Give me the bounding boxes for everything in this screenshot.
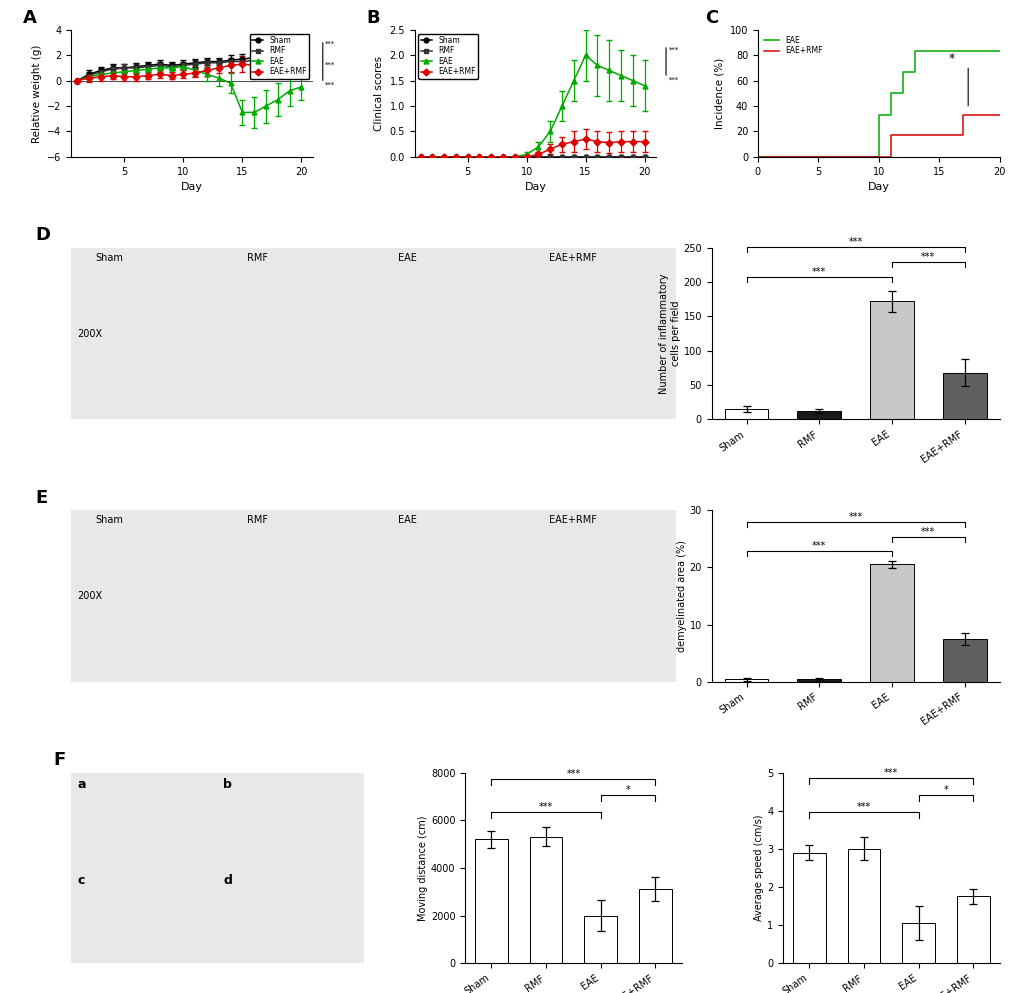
Text: c: c bbox=[77, 874, 85, 887]
Text: A: A bbox=[23, 10, 37, 28]
Text: RMF: RMF bbox=[247, 515, 267, 525]
Bar bbox=[792, 853, 825, 963]
Bar bbox=[902, 923, 934, 963]
Text: EAE+RMF: EAE+RMF bbox=[548, 253, 596, 263]
Bar bbox=[529, 837, 561, 963]
Bar bbox=[475, 839, 507, 963]
Text: d: d bbox=[223, 874, 232, 887]
Bar bbox=[847, 849, 879, 963]
Bar bbox=[942, 372, 985, 419]
Text: ***: *** bbox=[667, 47, 678, 53]
Bar bbox=[725, 679, 767, 682]
Text: ***: *** bbox=[848, 236, 862, 246]
Y-axis label: Relative weight (g): Relative weight (g) bbox=[32, 44, 42, 143]
Bar bbox=[797, 411, 841, 419]
Text: B: B bbox=[366, 10, 379, 28]
Text: b: b bbox=[223, 779, 232, 791]
Text: ***: *** bbox=[848, 512, 862, 522]
Text: ***: *** bbox=[325, 62, 335, 68]
Text: ***: *** bbox=[667, 76, 678, 82]
Y-axis label: Clinical scores: Clinical scores bbox=[374, 56, 383, 131]
Text: F: F bbox=[54, 751, 66, 769]
Y-axis label: Incidence (%): Incidence (%) bbox=[713, 58, 723, 129]
Y-axis label: Number of inflammatory
cells per field: Number of inflammatory cells per field bbox=[658, 273, 680, 394]
X-axis label: Day: Day bbox=[524, 182, 546, 193]
Y-axis label: Average speed (cm/s): Average speed (cm/s) bbox=[754, 814, 763, 922]
X-axis label: Day: Day bbox=[867, 182, 889, 193]
Text: 200X: 200X bbox=[77, 329, 103, 339]
Text: Sham: Sham bbox=[96, 253, 123, 263]
Text: ***: *** bbox=[566, 769, 580, 779]
Text: EAE: EAE bbox=[397, 515, 417, 525]
Text: ***: *** bbox=[811, 267, 825, 277]
Bar bbox=[797, 679, 841, 682]
Text: RMF: RMF bbox=[247, 253, 267, 263]
Y-axis label: demyelinated area (%): demyelinated area (%) bbox=[677, 540, 686, 651]
Text: EAE+RMF: EAE+RMF bbox=[548, 515, 596, 525]
Text: ***: *** bbox=[325, 42, 335, 48]
Legend: Sham, RMF, EAE, EAE+RMF: Sham, RMF, EAE, EAE+RMF bbox=[250, 34, 309, 78]
Legend: Sham, RMF, EAE, EAE+RMF: Sham, RMF, EAE, EAE+RMF bbox=[418, 34, 478, 78]
Bar bbox=[638, 890, 672, 963]
Text: ***: *** bbox=[920, 526, 934, 536]
Text: a: a bbox=[77, 779, 86, 791]
Bar bbox=[956, 897, 988, 963]
Text: ***: *** bbox=[538, 802, 552, 812]
Text: E: E bbox=[35, 489, 47, 506]
Text: C: C bbox=[704, 10, 717, 28]
Text: D: D bbox=[35, 226, 50, 244]
Text: ***: *** bbox=[883, 768, 898, 779]
Text: Sham: Sham bbox=[96, 515, 123, 525]
Text: *: * bbox=[625, 785, 630, 795]
Legend: EAE, EAE+RMF: EAE, EAE+RMF bbox=[761, 34, 824, 58]
Text: ***: *** bbox=[325, 81, 335, 88]
Text: *: * bbox=[948, 53, 954, 66]
Bar bbox=[942, 638, 985, 682]
Text: ***: *** bbox=[811, 541, 825, 551]
Y-axis label: Moving distance (cm): Moving distance (cm) bbox=[418, 815, 428, 921]
Bar bbox=[584, 916, 616, 963]
Bar bbox=[869, 564, 913, 682]
X-axis label: Day: Day bbox=[181, 182, 203, 193]
Bar bbox=[869, 301, 913, 419]
Text: ***: *** bbox=[856, 802, 870, 812]
Bar bbox=[725, 409, 767, 419]
Text: EAE: EAE bbox=[397, 253, 417, 263]
Text: ***: *** bbox=[920, 251, 934, 262]
Text: *: * bbox=[943, 785, 948, 795]
Text: 200X: 200X bbox=[77, 591, 103, 601]
